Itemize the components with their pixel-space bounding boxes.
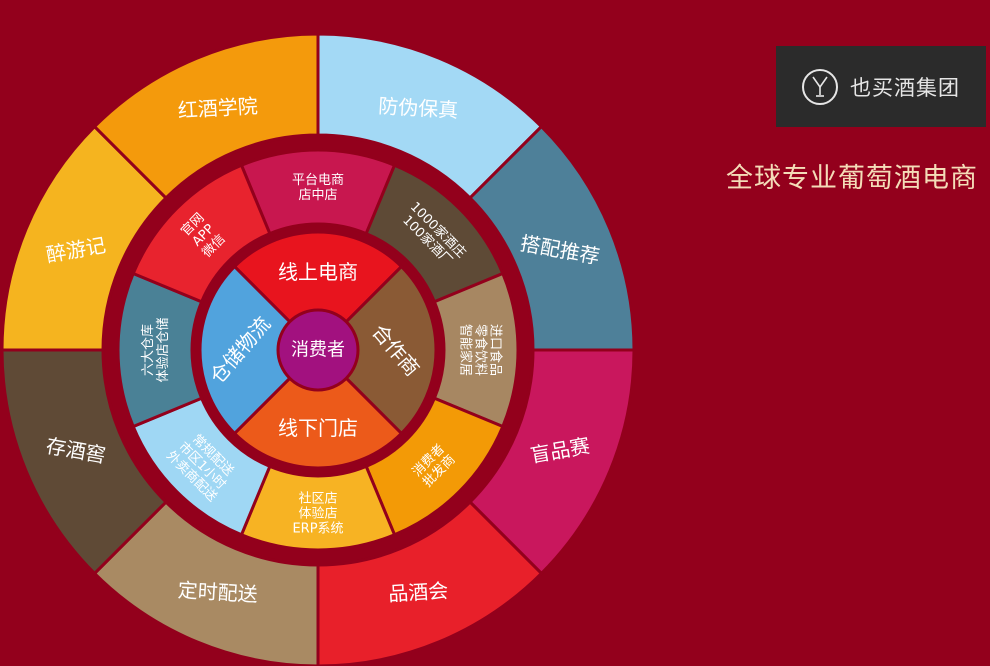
outer-segment-label: 品酒会 xyxy=(388,579,449,606)
middle-segment-label: 进口食品零食饮料智能家居 xyxy=(457,324,503,376)
outer-segment xyxy=(92,32,320,201)
core-segment-label: 线上电商 xyxy=(278,260,358,284)
outer-segment-label: 定时配送 xyxy=(177,578,258,607)
center-hub: 消费者 xyxy=(276,308,360,392)
middle-segment-label: 六大仓库体验店仓储 xyxy=(140,317,171,382)
core-segment xyxy=(315,264,438,436)
core-segment xyxy=(232,230,404,353)
middle-segment-label: 社区店体验店 ERP系统 xyxy=(292,491,343,537)
tagline: 全球专业葡萄酒电商 xyxy=(726,163,978,194)
core-segment-label: 线下门店 xyxy=(278,416,358,440)
brand-name: 也买酒集团 xyxy=(850,75,960,100)
brand-badge: 也买酒集团 xyxy=(776,46,986,127)
middle-segment xyxy=(131,163,272,304)
outer-segment-label: 红酒学院 xyxy=(177,94,258,123)
wine-glass-icon xyxy=(802,68,838,105)
outer-segment-label: 防伪保真 xyxy=(378,94,459,123)
core-segment xyxy=(232,347,404,470)
center-label: 消费者 xyxy=(291,340,345,361)
center-circle xyxy=(276,308,360,392)
middle-segment-label: 平台电商店中店 xyxy=(292,173,344,203)
core-segment xyxy=(198,264,321,436)
